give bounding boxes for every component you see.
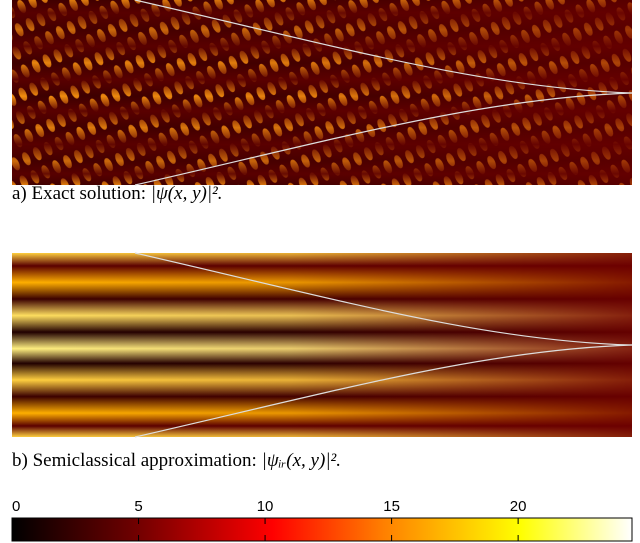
colorbar-tick-label: 5 bbox=[134, 498, 142, 515]
panel-b bbox=[12, 252, 633, 438]
colorbar-tick-label: 10 bbox=[257, 498, 274, 515]
caption-label: b) Semiclassical approximation: bbox=[12, 450, 257, 471]
colorbar-tick-label: 0 bbox=[12, 498, 20, 515]
panel-a bbox=[12, 0, 633, 186]
caption-label: a) Exact solution: bbox=[12, 183, 147, 204]
colorbar-tick-label: 20 bbox=[510, 498, 527, 515]
colorbar bbox=[11, 517, 633, 542]
caption-a: a) Exact solution: |ψ(x, y)|². bbox=[12, 183, 223, 205]
caption-b: b) Semiclassical approximation: |ψᵢᵣ(x, … bbox=[12, 450, 341, 472]
caption-math: |ψ(x, y)|². bbox=[150, 183, 223, 204]
caption-math: |ψᵢᵣ(x, y)|². bbox=[261, 450, 341, 471]
colorbar-tick-label: 15 bbox=[383, 498, 400, 515]
